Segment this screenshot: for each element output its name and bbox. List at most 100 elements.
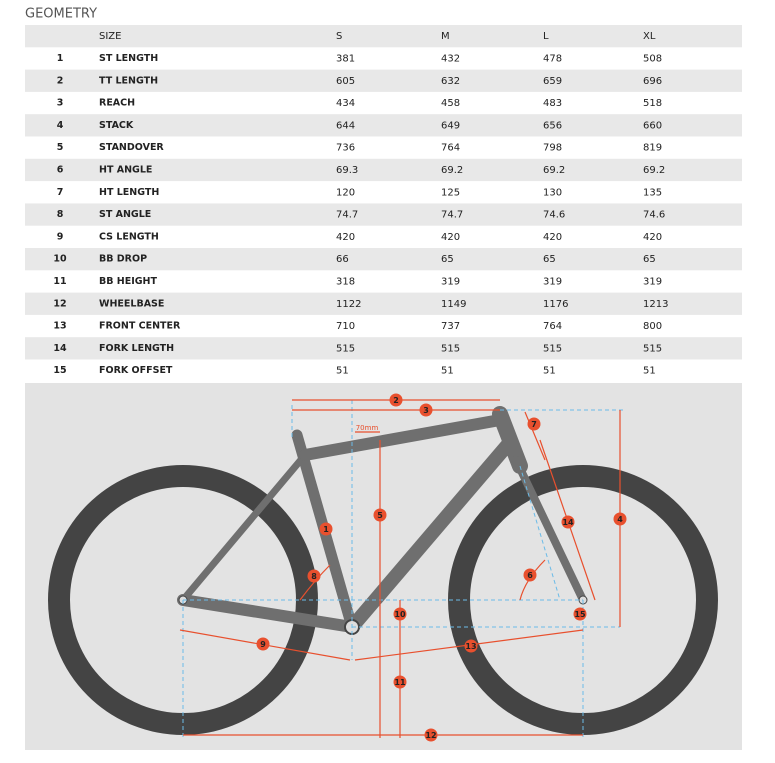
header-cell: XL [643,31,656,42]
table-cell: 10 [53,254,67,265]
table-cell: 605 [336,76,355,87]
table-cell: 1213 [643,299,668,310]
table-cell: 644 [336,120,355,131]
marker [613,512,627,526]
table-cell: STANDOVER [99,142,164,153]
table-cell: BB DROP [99,254,147,265]
header-cell: M [441,31,450,42]
table-cell: 800 [643,321,662,332]
row-bg [25,158,742,182]
marker-label: 6 [527,571,533,580]
marker-label: 3 [423,406,429,415]
marker [527,417,541,431]
table-cell: ST LENGTH [99,53,158,64]
table-cell: 420 [543,232,562,243]
marker [573,607,587,621]
table-cell: 1 [57,53,64,64]
table-cell: CS LENGTH [99,231,159,242]
table-cell: BB HEIGHT [99,276,158,287]
table-cell: 319 [441,276,460,287]
table-cell: 15 [53,365,66,376]
marker [373,508,387,522]
marker-label: 12 [425,731,436,740]
table-cell: 3 [57,98,64,109]
row-bg [25,292,742,315]
page-title: GEOMETRY [25,7,97,22]
table-cell: 319 [643,276,662,287]
table-cell: 65 [441,254,454,265]
table-cell: 819 [643,143,662,154]
marker [464,639,478,653]
table-cell: 1176 [543,299,568,310]
table-cell: 515 [336,343,355,354]
table-cell: 649 [441,120,460,131]
table-cell: 518 [643,98,662,109]
table-cell: 660 [643,120,662,131]
table-cell: 51 [543,366,556,377]
table-cell: 515 [643,343,662,354]
header-cell: L [543,31,549,42]
table-cell: 736 [336,143,355,154]
table-cell: 7 [57,187,64,198]
table-cell: 2 [57,75,64,86]
table-cell: 710 [336,321,355,332]
header-cell: SIZE [99,31,121,42]
row-bg [25,248,742,271]
table-cell: 420 [441,232,460,243]
table-cell: 66 [336,254,349,265]
marker [419,403,433,417]
table-cell: 74.6 [643,210,665,221]
table-cell: 696 [643,76,662,87]
table-cell: HT ANGLE [99,164,152,175]
table-cell: 515 [441,343,460,354]
table-cell: 478 [543,53,562,64]
table-cell: 1149 [441,299,466,310]
marker-label: 9 [260,640,266,649]
table-cell: 74.7 [336,210,358,221]
table-cell: 515 [543,343,562,354]
table-cell: 420 [336,232,355,243]
marker-label: 2 [393,396,399,405]
table-cell: 74.7 [441,210,463,221]
marker-label: 1 [323,525,329,534]
marker-label: 4 [617,515,623,524]
table-cell: REACH [99,98,135,109]
table-cell: 5 [57,142,64,153]
rear-wheel [48,465,318,735]
marker [393,675,407,689]
frame [177,406,587,634]
row-bg [25,69,742,92]
marker-label: 8 [311,572,317,581]
table-cell: TT LENGTH [99,75,158,86]
row-bg [25,203,742,226]
table-cell: FRONT CENTER [99,321,181,332]
table-cell: 1122 [336,299,361,310]
table-cell: 420 [643,232,662,243]
table-cell: 69.2 [643,165,665,176]
header-cell: S [336,31,342,42]
marker-label: 14 [562,518,574,527]
marker-label: 5 [377,511,383,520]
table-cell: 458 [441,98,460,109]
marker-label: 11 [394,678,406,687]
table-cell: 737 [441,321,460,332]
table-cell: 6 [57,164,64,175]
table-cell: 508 [643,53,662,64]
marker [393,607,407,621]
marker [307,569,321,583]
table-cell: 318 [336,276,355,287]
marker [389,393,403,407]
table-cell: 51 [643,366,656,377]
table-cell: 69.2 [543,165,565,176]
marker [523,568,537,582]
marker-label: 10 [394,610,406,619]
note: 70mm [356,424,379,432]
table-cell: 483 [543,98,562,109]
table-cell: 764 [441,143,460,154]
table-cell: 51 [441,366,454,377]
table-cell: 135 [643,187,662,198]
marker-label: 7 [531,420,537,429]
